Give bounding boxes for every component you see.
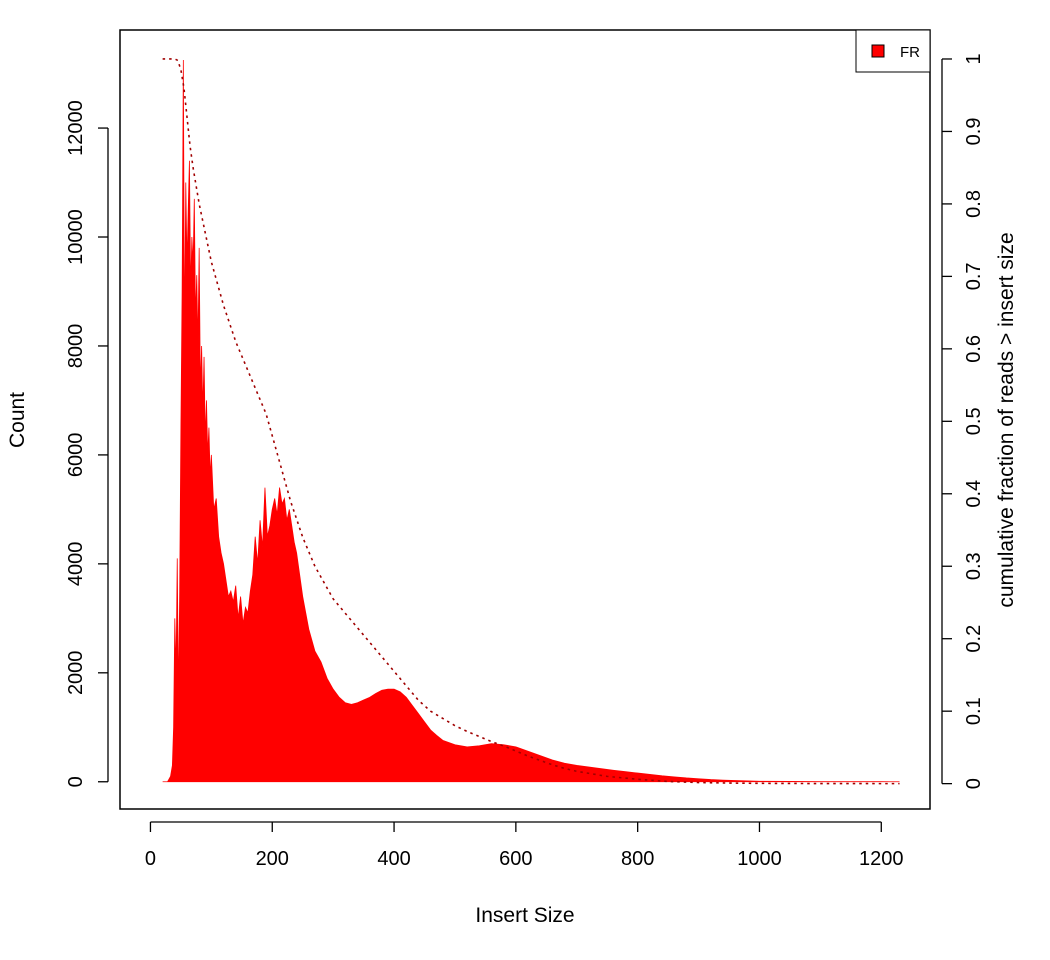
y2-tick-label: 0.1 — [963, 697, 985, 725]
y-tick-label: 10000 — [65, 209, 87, 265]
y-axis-left: 0 2000 4000 6000 8000 10000 12000 — [65, 100, 109, 787]
x-axis-title: Insert Size — [475, 904, 574, 927]
y2-tick-label: 0.5 — [963, 407, 985, 435]
y-tick-label: 6000 — [65, 433, 87, 478]
series-cumulative-line — [162, 58, 900, 785]
y2-tick-label: 0.2 — [963, 625, 985, 653]
y2-tick-label: 0.7 — [963, 262, 985, 290]
y-tick-label: 4000 — [65, 542, 87, 587]
legend: FR — [855, 29, 931, 73]
legend-box — [855, 29, 931, 73]
legend-label-fr: FR — [900, 44, 920, 61]
x-tick-label: 1200 — [859, 848, 904, 870]
y2-tick-label: 0.6 — [963, 335, 985, 363]
series-fr-histogram — [162, 59, 900, 783]
x-tick-label: 0 — [145, 848, 156, 870]
y-axis-right: 0 0.1 0.2 0.3 0.4 0.5 0.6 0.7 0.8 0.9 1 — [941, 53, 985, 789]
x-tick-label: 1000 — [737, 848, 782, 870]
x-tick-label: 800 — [621, 848, 654, 870]
x-tick-label: 200 — [256, 848, 289, 870]
x-axis: 0 200 400 600 800 1000 1200 — [145, 821, 904, 870]
y2-tick-label: 0.8 — [963, 190, 985, 218]
y-tick-label: 0 — [65, 776, 87, 787]
y2-tick-label: 0.3 — [963, 552, 985, 580]
y-tick-label: 2000 — [65, 651, 87, 696]
x-tick-label: 600 — [499, 848, 532, 870]
cumulative-line-layer — [162, 58, 900, 785]
y2-axis-title: cumulative fraction of reads > insert si… — [995, 232, 1018, 607]
y-tick-label: 8000 — [65, 324, 87, 369]
x-tick-label: 400 — [377, 848, 410, 870]
histogram-layer — [162, 59, 900, 783]
plot-frame — [119, 29, 931, 810]
y2-tick-label: 1 — [963, 53, 985, 64]
y2-tick-label: 0.9 — [963, 118, 985, 146]
legend-swatch-fr — [871, 44, 885, 58]
y-tick-label: 12000 — [65, 100, 87, 156]
y2-tick-label: 0.4 — [963, 480, 985, 508]
y2-tick-label: 0 — [963, 778, 985, 789]
y-axis-title: Count — [6, 392, 29, 448]
